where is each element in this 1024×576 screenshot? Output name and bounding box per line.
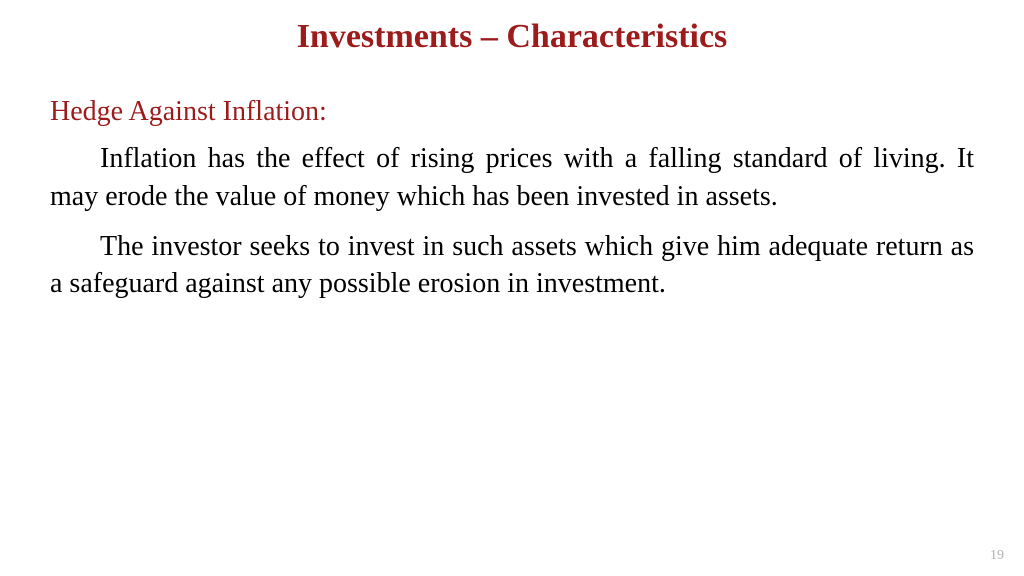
slide-title: Investments – Characteristics: [0, 0, 1024, 66]
slide-content: Hedge Against Inflation: Inflation has t…: [0, 66, 1024, 303]
body-paragraph-2: The investor seeks to invest in such ass…: [50, 228, 974, 304]
page-number: 19: [990, 548, 1004, 564]
subheading: Hedge Against Inflation:: [50, 96, 974, 128]
body-paragraph-1: Inflation has the effect of rising price…: [50, 140, 974, 216]
